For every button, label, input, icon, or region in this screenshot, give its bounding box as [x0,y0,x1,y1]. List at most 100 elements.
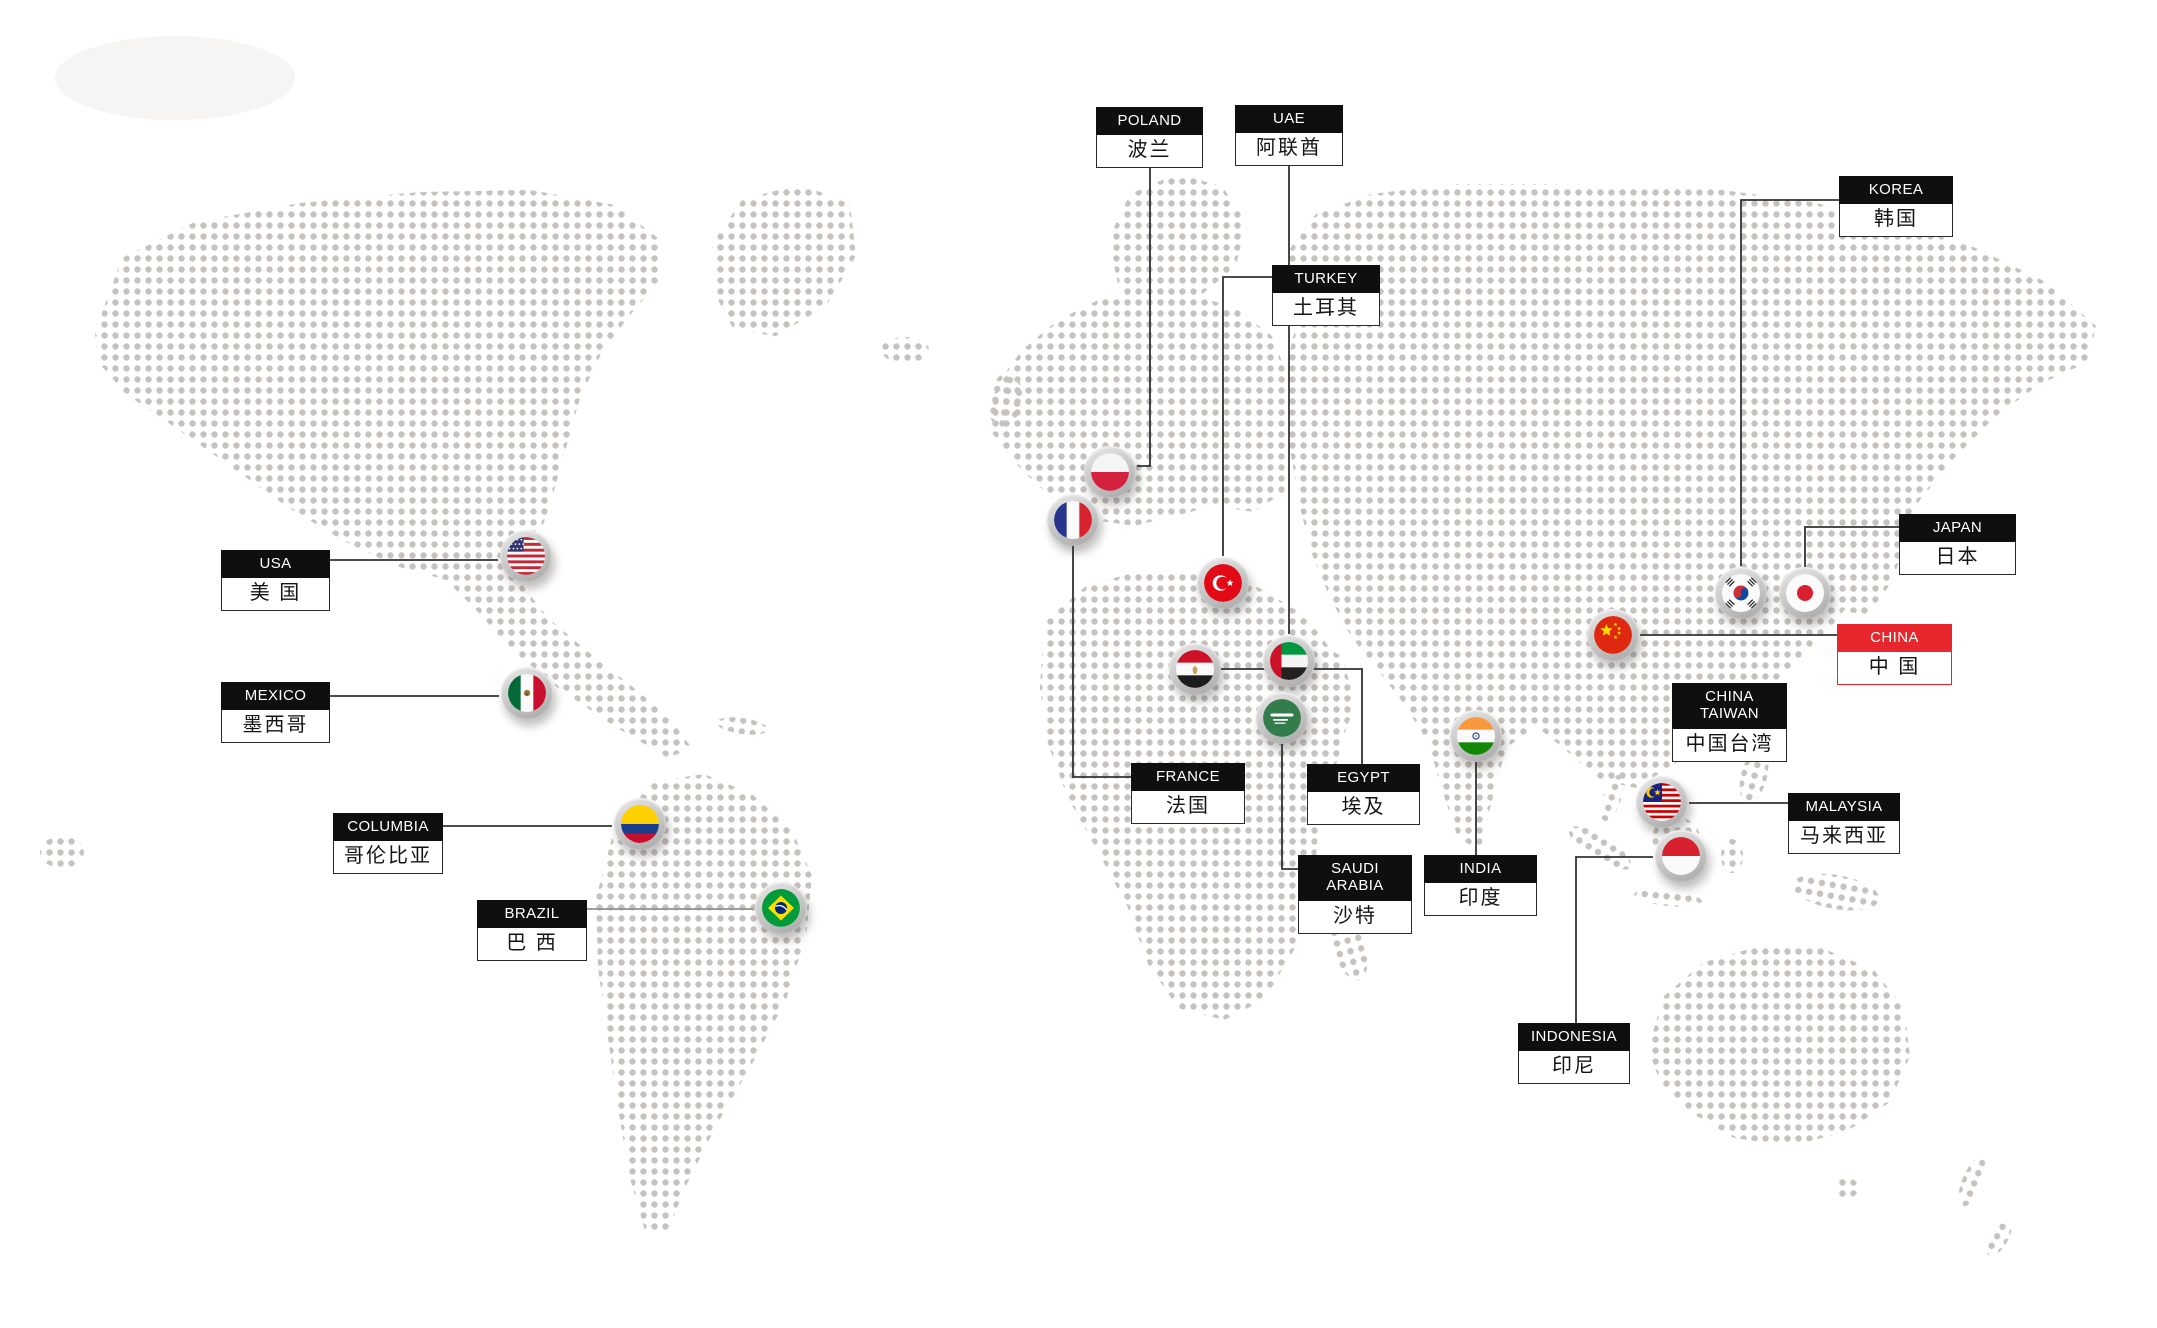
island-uk [987,373,1023,427]
flag-pin-poland[interactable] [1084,446,1136,498]
flag-usa-icon [507,537,545,575]
country-name-en: CHINA TAIWAN [1672,683,1787,729]
country-label-poland: POLAND 波兰 [1096,107,1203,169]
country-name-cn: 沙特 [1298,900,1412,934]
country-name-en: INDIA [1424,855,1537,884]
flag-pin-korea[interactable] [1715,567,1767,619]
country-name-cn: 日本 [1899,542,2016,576]
country-label-india: INDIA 印度 [1424,855,1537,917]
country-name-en: EGYPT [1307,764,1420,793]
country-name-en: COLUMBIA [333,813,443,842]
flag-pin-mexico[interactable] [501,667,553,719]
continent-south-america [596,774,812,1234]
country-name-cn: 马来西亚 [1788,821,1900,855]
country-name-cn: 法国 [1131,791,1245,825]
country-name-cn: 阿联酋 [1235,133,1343,167]
country-name-en: INDONESIA [1518,1023,1630,1052]
country-label-japan: JAPAN 日本 [1899,514,2016,576]
flag-pin-brazil[interactable] [755,882,807,934]
country-name-cn: 印度 [1424,883,1537,917]
flag-pin-turkey[interactable] [1197,557,1249,609]
flag-pin-egypt[interactable] [1169,643,1221,695]
faint-artifact [55,36,295,120]
country-name-en: MEXICO [221,682,330,711]
country-label-uae: UAE 阿联酋 [1235,105,1343,167]
country-name-cn: 巴 西 [477,928,587,962]
poland-connector-line [1137,160,1151,467]
flag-malaysia-icon [1643,783,1681,821]
country-name-en: JAPAN [1899,514,2016,543]
flag-pin-saudi-arabia[interactable] [1256,692,1308,744]
country-label-turkey: TURKEY 土耳其 [1272,265,1380,327]
flag-pin-usa[interactable] [500,530,552,582]
japan-connector-line [1804,526,1899,567]
france-connector-line [1072,546,1131,778]
country-name-en: USA [221,550,330,579]
island-iceland [881,337,929,363]
country-name-cn: 哥伦比亚 [333,841,443,875]
country-name-cn: 韩国 [1839,204,1953,238]
country-name-cn: 美 国 [221,578,330,612]
flag-india-icon [1457,717,1495,755]
country-name-cn: 波兰 [1096,135,1203,169]
island-new-zealand-north [1958,1157,1986,1207]
continent-australia [1648,946,1910,1146]
flag-egypt-icon [1176,650,1214,688]
flag-pin-france[interactable] [1047,494,1099,546]
flag-pin-india[interactable] [1450,710,1502,762]
flag-korea-icon [1722,574,1760,612]
country-name-en: KOREA [1839,176,1953,205]
country-label-malaysia: MALAYSIA 马来西亚 [1788,793,1900,855]
country-label-brazil: BRAZIL 巴 西 [477,900,587,962]
turkey-connector-line [1222,276,1272,556]
flag-pin-china[interactable] [1587,609,1639,661]
flag-saudi-arabia-icon [1263,699,1301,737]
islands-caribbean [716,717,768,735]
country-label-indonesia: INDONESIA 印尼 [1518,1023,1630,1085]
island-new-zealand-south [1986,1220,2012,1256]
country-name-cn: 印尼 [1518,1051,1630,1085]
flag-poland-icon [1091,453,1129,491]
country-name-en: CHINA [1837,624,1952,653]
country-name-cn: 中国台湾 [1672,728,1787,762]
country-label-china-taiwan: CHINA TAIWAN 中国台湾 [1672,683,1787,762]
island-tasmania [1833,1178,1859,1198]
region-malay-peninsula [1600,775,1624,821]
country-name-cn: 埃及 [1307,792,1420,826]
flag-uae-icon [1270,642,1308,680]
country-label-saudi-arabia: SAUDI ARABIA 沙特 [1298,855,1412,934]
flag-pin-uae[interactable] [1263,635,1315,687]
islands-philippines [1739,748,1769,804]
flag-mexico-icon [508,674,546,712]
indonesia-connector-line [1575,856,1653,1023]
island-greenland [712,184,856,336]
country-name-en: POLAND [1096,107,1203,136]
region-scandinavia [1108,174,1246,310]
continent-europe [988,290,1290,526]
country-name-en: SAUDI ARABIA [1298,855,1412,901]
country-name-cn: 墨西哥 [221,710,330,744]
flag-japan-icon [1786,574,1824,612]
flag-china-icon [1594,616,1632,654]
island-sumatra [1568,826,1632,870]
flag-pin-malaysia[interactable] [1636,776,1688,828]
flag-france-icon [1054,501,1092,539]
continent-north-america [95,190,692,758]
flag-pin-japan[interactable] [1779,567,1831,619]
flag-pin-columbia[interactable] [614,798,666,850]
saudi-arabia-connector-line [1281,744,1298,870]
islands-pacific [40,836,84,868]
country-label-mexico: MEXICO 墨西哥 [221,682,330,744]
country-label-usa: USA 美 国 [221,550,330,612]
flag-columbia-icon [621,805,659,843]
islands-japan [1838,512,1906,614]
island-sulawesi [1721,839,1743,873]
country-name-cn: 土耳其 [1272,293,1380,327]
continents [40,174,2096,1256]
flag-pin-indonesia[interactable] [1655,830,1707,882]
continent-asia [1280,184,2096,850]
country-name-en: UAE [1235,105,1343,134]
